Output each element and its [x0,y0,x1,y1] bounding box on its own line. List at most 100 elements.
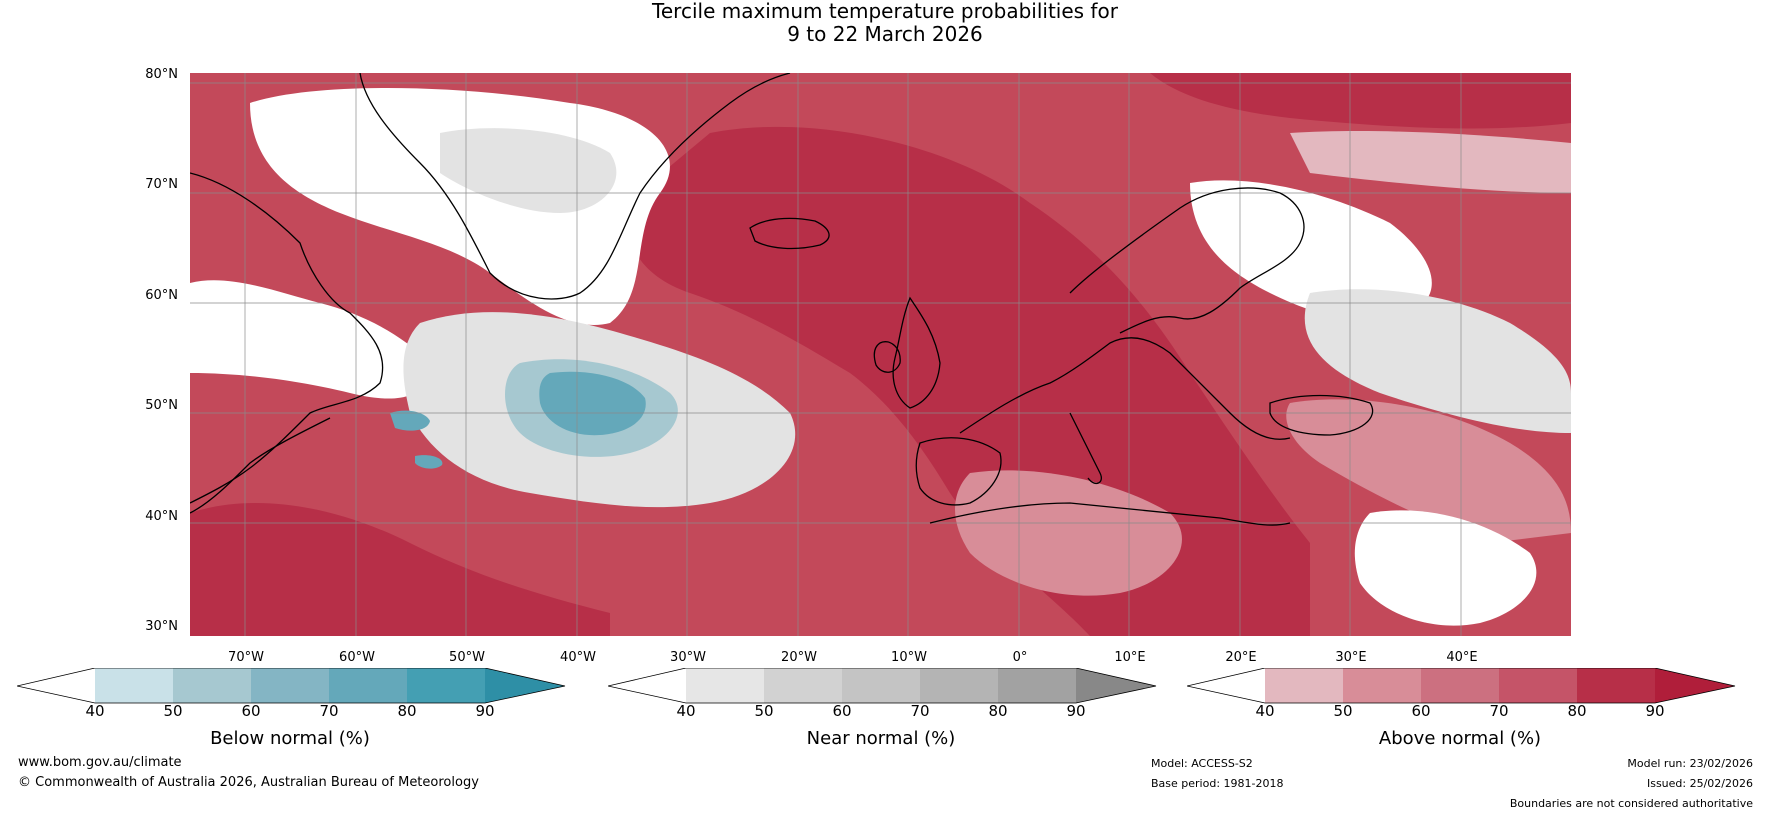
above-seg-6 [1655,668,1735,703]
footer-issued: Issued: 25/02/2026 [1646,777,1753,790]
lon-label-60w: 60°W [339,650,375,665]
below-tick-70: 70 [319,702,339,720]
us-east-coast [190,417,331,514]
near-seg-5 [998,668,1076,703]
lat-label-30: 30°N [145,619,178,634]
north-africa-lighter [955,470,1182,596]
above-tick-70: 70 [1489,702,1509,720]
near-seg-1 [686,668,764,703]
lon-label-10e: 10°E [1114,650,1146,665]
near-tick-90: 90 [1066,702,1086,720]
below-seg-2 [173,668,251,703]
above-seg-5 [1577,668,1655,703]
lon-label-0: 0° [1012,650,1028,665]
above-seg-4 [1499,668,1577,703]
below-seg-3 [251,668,329,703]
footer-boundaries: Boundaries are not considered authoritat… [1509,797,1753,810]
footer-model-run: Model run: 23/02/2026 [1627,757,1753,770]
near-seg-4 [920,668,998,703]
lat-label-40: 40°N [145,509,178,524]
above-seg-1 [1265,668,1343,703]
uk-coast [892,296,941,409]
near-tick-80: 80 [988,702,1008,720]
ireland-coast [873,341,901,373]
lat-label-60: 60°N [145,288,178,303]
near-tick-50: 50 [754,702,774,720]
europe-coast [959,337,1291,440]
above-seg-3 [1421,668,1499,703]
above-tick-80: 80 [1567,702,1587,720]
greenland-coast [359,73,791,300]
near-tick-40: 40 [676,702,696,720]
lat-label-70: 70°N [145,177,178,192]
lon-label-20w: 20°W [781,650,817,665]
above-tick-40: 40 [1255,702,1275,720]
near-seg-2 [764,668,842,703]
near-seg-0 [608,668,686,703]
russia-light-area [1304,289,1571,433]
above-tick-90: 90 [1645,702,1665,720]
near-tick-70: 70 [910,702,930,720]
arctic-light-band [1290,131,1571,193]
below-tick-40: 40 [85,702,105,720]
arctic-top-band [1150,73,1571,129]
labrador-coast [190,172,384,504]
lon-label-20e: 20°E [1225,650,1257,665]
iceland-coast [749,217,830,250]
lon-label-70w: 70°W [228,650,264,665]
colorbar-near [608,668,1157,704]
below-normal-small-1 [390,410,430,431]
sw-above-90 [190,503,610,636]
middle-east-neutral [1354,510,1537,626]
near-seg-6 [1076,668,1156,703]
greenland-light-area [440,128,617,213]
map-title-line2: 9 to 22 March 2026 [787,22,983,46]
labrador-neutral-area [190,280,430,399]
footer-website[interactable]: www.bom.gov.au/climate [18,755,182,770]
lon-label-30e: 30°E [1335,650,1367,665]
below-normal-small-2 [415,455,443,469]
map-title-line1: Tercile maximum temperature probabilitie… [652,0,1118,23]
iberia-coast [915,437,1002,506]
below-normal-core [539,371,646,436]
below-tick-60: 60 [241,702,261,720]
lon-label-30w: 30°W [670,650,706,665]
probability-map [190,73,1571,636]
below-seg-4 [329,668,407,703]
near-tick-60: 60 [832,702,852,720]
lat-label-80: 80°N [145,67,178,82]
lon-label-50w: 50°W [449,650,485,665]
black-sea-coast [1269,394,1374,436]
above-title: Above normal (%) [1378,728,1542,749]
near-title: Near normal (%) [806,728,956,749]
italy-coast [1069,412,1102,485]
graticule [190,73,1571,636]
lon-label-10w: 10°W [891,650,927,665]
below-tick-80: 80 [397,702,417,720]
lon-label-40w: 40°W [560,650,596,665]
below-seg-5 [407,668,485,703]
lat-label-50: 50°N [145,398,178,413]
below-tick-50: 50 [163,702,183,720]
north-africa-coast [929,502,1291,526]
footer-base-period: Base period: 1981-2018 [1151,777,1284,790]
above-tick-60: 60 [1411,702,1431,720]
lon-label-40e: 40°E [1446,650,1478,665]
footer-copyright: © Commonwealth of Australia 2026, Austra… [18,775,479,790]
above-seg-2 [1343,668,1421,703]
coastlines [190,73,1374,526]
above-tick-50: 50 [1333,702,1353,720]
below-tick-90: 90 [475,702,495,720]
colorbar-above [1187,668,1736,704]
scandinavia-neutral-area [1190,180,1432,322]
scandinavia-coast [1069,187,1305,334]
below-seg-1 [95,668,173,703]
colorbar-below [17,668,566,704]
above-seg-0 [1187,668,1265,703]
russia-light-pink [1286,399,1571,543]
near-seg-3 [842,668,920,703]
below-seg-0 [17,668,95,703]
below-seg-6 [485,668,565,703]
footer-model: Model: ACCESS-S2 [1151,757,1253,770]
below-title: Below normal (%) [210,728,370,749]
